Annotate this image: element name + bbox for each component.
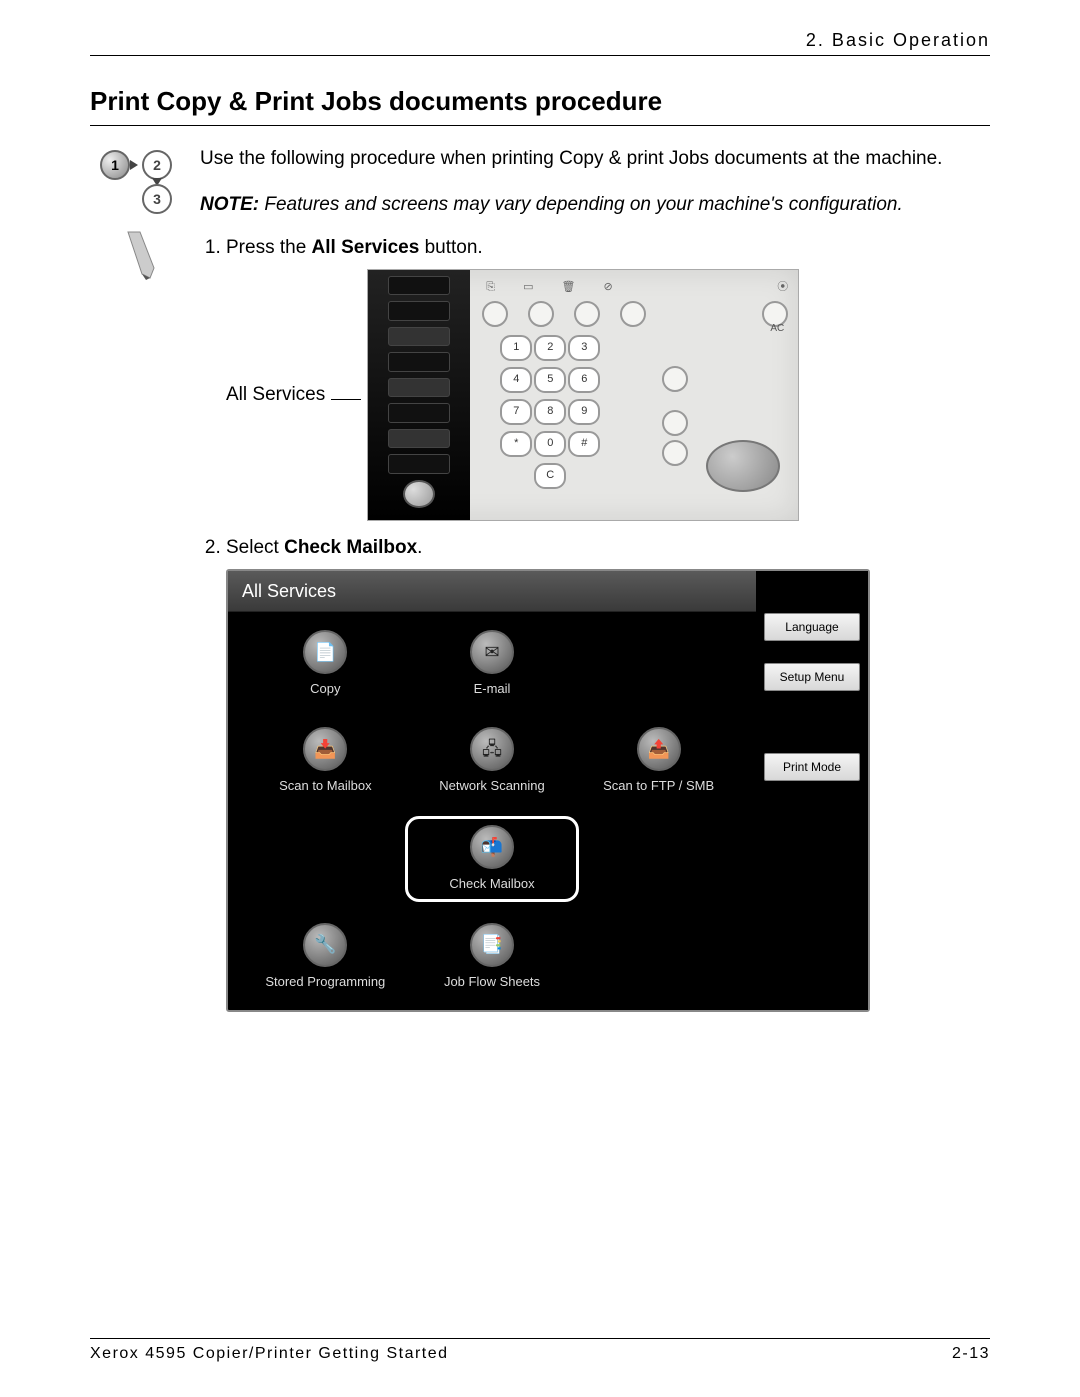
key-1: 1 bbox=[500, 335, 532, 361]
as-item-copy[interactable]: 📄 Copy bbox=[242, 630, 409, 698]
as-side-print-mode[interactable]: Print Mode bbox=[764, 753, 860, 781]
as-item-job-flow-sheets[interactable]: 📑 Job Flow Sheets bbox=[409, 923, 576, 991]
scan-to-mailbox-icon: 📥 bbox=[303, 727, 347, 771]
step1-post: button. bbox=[419, 237, 482, 258]
step2-bold: Check Mailbox bbox=[284, 537, 417, 558]
as-item-label: E-mail bbox=[409, 680, 576, 698]
all-services-hw-button bbox=[403, 480, 435, 508]
side-button-3 bbox=[662, 440, 688, 466]
step-2: Select Check Mailbox. All Services 📄 Copy… bbox=[226, 535, 990, 1012]
as-item-label: Copy bbox=[242, 680, 409, 698]
key-7: 7 bbox=[500, 399, 532, 425]
e-mail-icon: ✉ bbox=[470, 630, 514, 674]
as-item-label: Job Flow Sheets bbox=[409, 973, 576, 991]
key-5: 5 bbox=[534, 367, 566, 393]
as-item-scan-to-mailbox[interactable]: 📥 Scan to Mailbox bbox=[242, 727, 409, 795]
intro-text: Use the following procedure when printin… bbox=[200, 146, 990, 172]
key-2: 2 bbox=[534, 335, 566, 361]
as-item-scan-to-ftp-smb[interactable]: 📤 Scan to FTP / SMB bbox=[575, 727, 742, 795]
as-item-label: Stored Programming bbox=[242, 973, 409, 991]
key-0: 0 bbox=[534, 431, 566, 457]
as-titlebar: All Services bbox=[228, 571, 756, 612]
step2-pre: Select bbox=[226, 537, 284, 558]
as-side-language[interactable]: Language bbox=[764, 613, 860, 641]
pen-icon bbox=[120, 230, 160, 280]
as-side-setup-menu[interactable]: Setup Menu bbox=[764, 663, 860, 691]
key-3: 3 bbox=[568, 335, 600, 361]
as-item-label: Check Mailbox bbox=[412, 875, 573, 893]
step1-bold: All Services bbox=[312, 237, 420, 258]
all-services-screen: All Services 📄 Copy ✉ E-mail 📥 Scan to Mailbo… bbox=[226, 569, 870, 1012]
key-4: 4 bbox=[500, 367, 532, 393]
as-item-label: Scan to FTP / SMB bbox=[575, 777, 742, 795]
network-scanning-icon: 🖧 bbox=[470, 727, 514, 771]
panel-callout-label: All Services bbox=[226, 382, 325, 408]
steps-123-icon: 1 2 3 bbox=[90, 146, 180, 206]
chapter-header: 2. Basic Operation bbox=[90, 30, 990, 56]
key-C: C bbox=[534, 463, 566, 489]
key-*: * bbox=[500, 431, 532, 457]
note-body: Features and screens may vary depending … bbox=[259, 194, 903, 215]
callout-line bbox=[331, 399, 361, 400]
margin-graphics: 1 2 3 bbox=[90, 146, 180, 1022]
side-button-2 bbox=[662, 410, 688, 436]
control-panel-figure: ⎘▭🗑⊘⦿ AC 123456789*0#C bbox=[367, 269, 799, 521]
step2-post: . bbox=[417, 537, 422, 558]
note-text: NOTE: Features and screens may vary depe… bbox=[200, 192, 990, 218]
as-item-check-mailbox[interactable]: 📬 Check Mailbox bbox=[405, 816, 580, 902]
job-flow-sheets-icon: 📑 bbox=[470, 923, 514, 967]
footer-left: Xerox 4595 Copier/Printer Getting Starte… bbox=[90, 1345, 449, 1363]
ac-label: AC bbox=[770, 322, 784, 336]
key-9: 9 bbox=[568, 399, 600, 425]
scan-to-ftp-smb-icon: 📤 bbox=[637, 727, 681, 771]
start-button bbox=[706, 440, 780, 492]
stored-programming-icon: 🔧 bbox=[303, 923, 347, 967]
footer-page: 2-13 bbox=[952, 1345, 990, 1363]
as-item-stored-programming[interactable]: 🔧 Stored Programming bbox=[242, 923, 409, 991]
as-item-network-scanning[interactable]: 🖧 Network Scanning bbox=[409, 727, 576, 795]
note-label: NOTE: bbox=[200, 194, 259, 215]
check-mailbox-icon: 📬 bbox=[470, 825, 514, 869]
as-item-label: Network Scanning bbox=[409, 777, 576, 795]
copy-icon: 📄 bbox=[303, 630, 347, 674]
key-6: 6 bbox=[568, 367, 600, 393]
key-#: # bbox=[568, 431, 600, 457]
step-1: Press the All Services button. All Servi… bbox=[226, 235, 990, 521]
page-title: Print Copy & Print Jobs documents proced… bbox=[90, 86, 990, 126]
as-item-label: Scan to Mailbox bbox=[242, 777, 409, 795]
key-8: 8 bbox=[534, 399, 566, 425]
side-button-1 bbox=[662, 366, 688, 392]
as-item-e-mail[interactable]: ✉ E-mail bbox=[409, 630, 576, 698]
step1-pre: Press the bbox=[226, 237, 312, 258]
